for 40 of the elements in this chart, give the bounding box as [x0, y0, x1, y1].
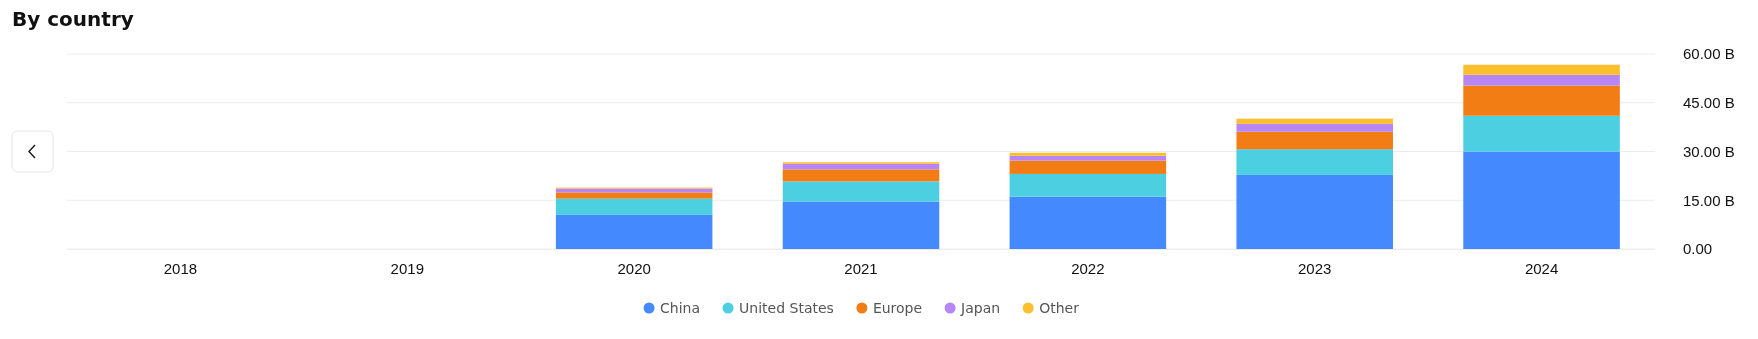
bar [1009, 160, 1167, 174]
bar [1463, 64, 1620, 75]
bar [1009, 196, 1167, 249]
y-tick-label: 30.00 B [1683, 142, 1735, 160]
bar [1009, 152, 1167, 156]
bar [1009, 173, 1167, 197]
bar [782, 181, 940, 202]
x-tick-label: 2021 [844, 259, 878, 277]
bar [1236, 174, 1393, 249]
bar [1463, 85, 1620, 116]
bar [1236, 118, 1393, 124]
y-tick-label: 45.00 B [1683, 94, 1735, 112]
y-tick-label: 15.00 B [1683, 191, 1735, 209]
x-tick-label: 2024 [1524, 259, 1559, 277]
x-tick-label: 2023 [1298, 259, 1332, 277]
bar [1236, 123, 1393, 132]
x-tick-label: 2022 [1071, 259, 1105, 277]
bar [555, 192, 713, 199]
bar [1236, 149, 1393, 175]
x-tick-label: 2019 [390, 259, 424, 277]
bar [1236, 131, 1393, 150]
bar [1463, 151, 1620, 249]
bar [1463, 115, 1620, 152]
x-tick-label: 2020 [617, 259, 651, 277]
chart-title: By country [12, 7, 134, 31]
bar [555, 214, 713, 249]
y-tick-label: 0.00 [1683, 240, 1713, 258]
bar [1463, 74, 1620, 86]
legend-label: Other [1039, 300, 1080, 316]
legend-label: United States [739, 300, 834, 316]
legend-label: Japan [960, 300, 1001, 316]
bar [1009, 155, 1167, 161]
bar [782, 169, 940, 182]
legend-label: Europe [872, 300, 923, 316]
bar [782, 201, 940, 249]
bar [782, 163, 940, 170]
bar [555, 198, 713, 215]
legend-label: China [660, 300, 701, 316]
x-tick-label: 2018 [163, 259, 198, 277]
y-tick-label: 60.00 B [1683, 45, 1735, 63]
